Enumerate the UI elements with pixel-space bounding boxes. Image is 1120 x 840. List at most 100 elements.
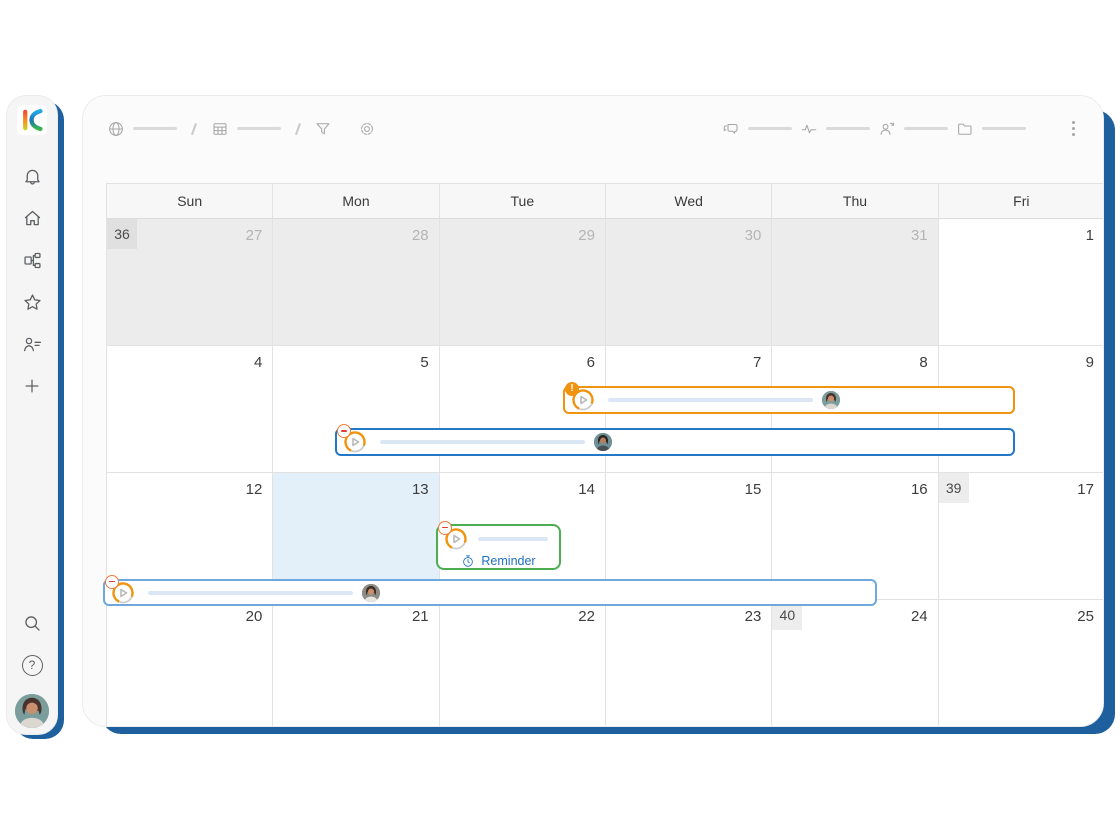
card-progress-play-icon (105, 574, 135, 605)
placeholder-text-line (380, 440, 585, 444)
timer-icon (461, 554, 475, 568)
spaces-icon[interactable] (11, 239, 53, 281)
day-cell[interactable]: 29 (439, 219, 606, 346)
bell-icon[interactable] (11, 155, 53, 197)
date-label: 30 (744, 227, 762, 244)
toolbar-right (722, 117, 1079, 140)
date-label: 24 (910, 608, 928, 625)
date-label: 20 (245, 608, 263, 625)
calendar-grid: 36 27 28 29 30 31 1 4 5 6 7 8 9 12 13 14 15 16 39 17 20 21 22 2… (106, 219, 1103, 726)
calendar-window: Sun Mon Tue Wed Thu Fri 36 27 28 29 30 31 1 4 5 6 7 8 9 12… (82, 95, 1104, 727)
day-cell[interactable]: 1 (938, 219, 1103, 346)
day-cell[interactable]: 12 (107, 473, 274, 600)
weekday-label: Mon (273, 184, 440, 219)
reminder-card[interactable]: Reminder (436, 520, 561, 570)
date-label: 1 (1085, 227, 1094, 244)
date-label: 14 (578, 481, 595, 498)
table-view-icon[interactable] (211, 120, 229, 138)
week-number-badge: 36 (107, 219, 137, 249)
card-progress-play-icon: ! (565, 382, 595, 412)
toolbar-placeholder (904, 127, 948, 130)
more-options-icon[interactable] (1068, 117, 1079, 140)
day-cell[interactable]: 30 (605, 219, 773, 346)
date-label: 17 (1077, 481, 1094, 498)
contacts-icon[interactable] (11, 323, 53, 365)
date-label: 16 (910, 481, 928, 498)
day-cell[interactable]: 20 (107, 600, 274, 726)
date-label: 8 (919, 354, 928, 371)
date-label: 21 (411, 608, 429, 625)
weekday-label: Tue (439, 184, 606, 219)
breadcrumb-placeholder (236, 127, 281, 130)
assignee-avatar (822, 391, 840, 409)
date-label: 29 (578, 227, 595, 244)
date-label: 6 (586, 354, 595, 371)
date-label: 31 (910, 227, 928, 244)
day-cell[interactable]: 16 (772, 473, 939, 600)
day-cell[interactable]: 25 (938, 600, 1103, 726)
help-icon[interactable]: ? (11, 644, 53, 686)
toolbar-placeholder (748, 127, 792, 130)
day-cell[interactable]: 40 24 (772, 600, 939, 726)
breadcrumb-separator (190, 122, 197, 135)
blocked-badge (438, 520, 452, 535)
kanbo-logo[interactable] (17, 105, 47, 135)
filter-icon[interactable] (314, 120, 332, 138)
chat-icon[interactable] (722, 120, 740, 138)
day-cell[interactable]: 15 (605, 473, 773, 600)
reminder-card-bottom: Reminder (444, 554, 553, 568)
date-label: 22 (578, 608, 595, 625)
breadcrumb-separator (294, 122, 301, 135)
day-cell[interactable]: 39 17 (938, 473, 1103, 600)
day-cell[interactable]: 31 (772, 219, 939, 346)
calendar-weekday-row: Sun Mon Tue Wed Thu Fri (106, 183, 1103, 219)
day-cell[interactable]: 23 (605, 600, 773, 726)
day-cell[interactable]: 21 (273, 600, 440, 726)
date-label: 4 (253, 354, 263, 371)
date-label: 27 (245, 227, 263, 244)
calendar-view: Sun Mon Tue Wed Thu Fri 36 27 28 29 30 31 1 4 5 6 7 8 9 12… (103, 183, 1103, 726)
gear-icon[interactable] (358, 120, 376, 138)
plus-icon[interactable] (11, 365, 53, 407)
user-avatar[interactable] (15, 694, 49, 728)
star-icon[interactable] (11, 281, 53, 323)
toolbar-placeholder (826, 127, 870, 130)
app-sidebar: ? (6, 95, 58, 735)
globe-icon[interactable] (107, 120, 125, 138)
activity-icon[interactable] (800, 120, 818, 138)
day-cell[interactable]: 28 (273, 219, 440, 346)
toolbar-left (107, 120, 376, 138)
date-label: 9 (1085, 354, 1094, 371)
blocked-badge (337, 424, 351, 438)
folder-icon[interactable] (956, 120, 974, 138)
placeholder-text-line (608, 398, 813, 402)
toolbar (83, 96, 1103, 183)
help-glyph: ? (21, 654, 43, 676)
weekday-label: Sun (107, 184, 274, 219)
date-label: 13 (411, 481, 429, 498)
reminder-label: Reminder (481, 553, 536, 568)
date-label: 25 (1077, 608, 1094, 625)
day-cell[interactable]: 22 (439, 600, 606, 726)
date-label: 28 (411, 227, 429, 244)
date-label: 12 (245, 481, 263, 498)
day-cell[interactable]: 13 (273, 473, 440, 600)
date-label: 23 (744, 608, 762, 625)
day-cell[interactable]: 36 27 (107, 219, 274, 346)
placeholder-text-line (148, 590, 353, 595)
reminder-card-top (438, 520, 553, 551)
home-icon[interactable] (11, 197, 53, 239)
day-cell[interactable]: 4 (107, 346, 274, 473)
weekday-label: Wed (605, 184, 773, 219)
user-sync-icon[interactable] (878, 120, 896, 138)
card-progress-play-icon (337, 424, 367, 454)
breadcrumb-placeholder (133, 127, 177, 130)
event-card-active[interactable] (335, 424, 1015, 456)
date-label: 15 (744, 481, 762, 498)
event-card-long[interactable] (103, 574, 877, 606)
search-icon[interactable] (11, 602, 53, 644)
alert-badge: ! (565, 382, 579, 396)
week-number-badge: 39 (938, 473, 969, 503)
assignee-avatar (594, 433, 612, 451)
event-card-overdue[interactable]: ! (563, 382, 1015, 414)
